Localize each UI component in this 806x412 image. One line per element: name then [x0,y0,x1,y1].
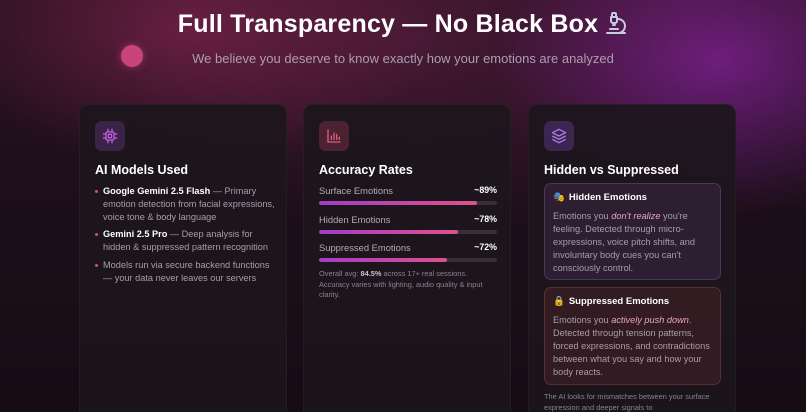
bar-chart-icon [319,121,349,151]
metric-value: ~78% [474,214,497,224]
metric-value: ~89% [474,185,497,195]
progress-fill [319,258,448,262]
metric-label: Suppressed Emotions [319,242,411,253]
masks-icon: 🎭 [553,192,565,203]
progress-track [319,258,497,262]
page-title: Full Transparency — No Black Box [0,10,806,39]
microscope-icon [606,12,627,34]
card-title: Accuracy Rates [319,163,413,177]
accuracy-note: Overall avg: 84.5% across 17+ real sessi… [319,269,483,300]
metric-label: Surface Emotions [319,185,393,196]
box-title: Suppressed Emotions [568,296,670,307]
progress-fill [319,201,478,205]
box-body: Emotions you don't realize you're feelin… [553,211,695,273]
card-title: Hidden vs Suppressed [544,163,679,177]
progress-track [319,201,497,205]
metric-hidden: Hidden Emotions ~78% [319,214,497,234]
explanation-text: The AI looks for mismatches between your… [544,392,710,412]
hidden-emotions-box: 🎭 Hidden Emotions Emotions you don't real… [544,183,721,280]
accuracy-card: Accuracy Rates Surface Emotions ~89% Hidd… [303,104,511,412]
metric-label: Hidden Emotions [319,214,391,225]
models-list: Google Gemini 2.5 Flash — Primary emotio… [95,185,277,290]
box-body: Emotions you actively push down. Detecte… [553,315,710,377]
chip-icon [95,121,125,151]
list-item: Google Gemini 2.5 Flash — Primary emotio… [95,185,277,223]
progress-fill [319,230,458,234]
list-item: Models run via secure backend functions … [95,259,277,285]
metric-surface: Surface Emotions ~89% [319,185,497,205]
list-item: Gemini 2.5 Pro — Deep analysis for hidde… [95,228,277,254]
card-title: AI Models Used [95,163,189,177]
ai-models-card: AI Models Used Google Gemini 2.5 Flash —… [79,104,287,412]
metric-suppressed: Suppressed Emotions ~72% [319,242,497,262]
decorative-orb [121,45,143,67]
suppressed-emotions-box: 🔒 Suppressed Emotions Emotions you active… [544,287,721,385]
lock-icon: 🔒 [553,296,565,307]
page-subtitle: We believe you deserve to know exactly h… [192,51,614,66]
box-title: Hidden Emotions [568,192,647,203]
progress-track [319,230,497,234]
layers-icon [544,121,574,151]
metric-value: ~72% [474,242,497,252]
hidden-vs-suppressed-card: Hidden vs Suppressed 🎭 Hidden Emotions Em… [528,104,736,412]
